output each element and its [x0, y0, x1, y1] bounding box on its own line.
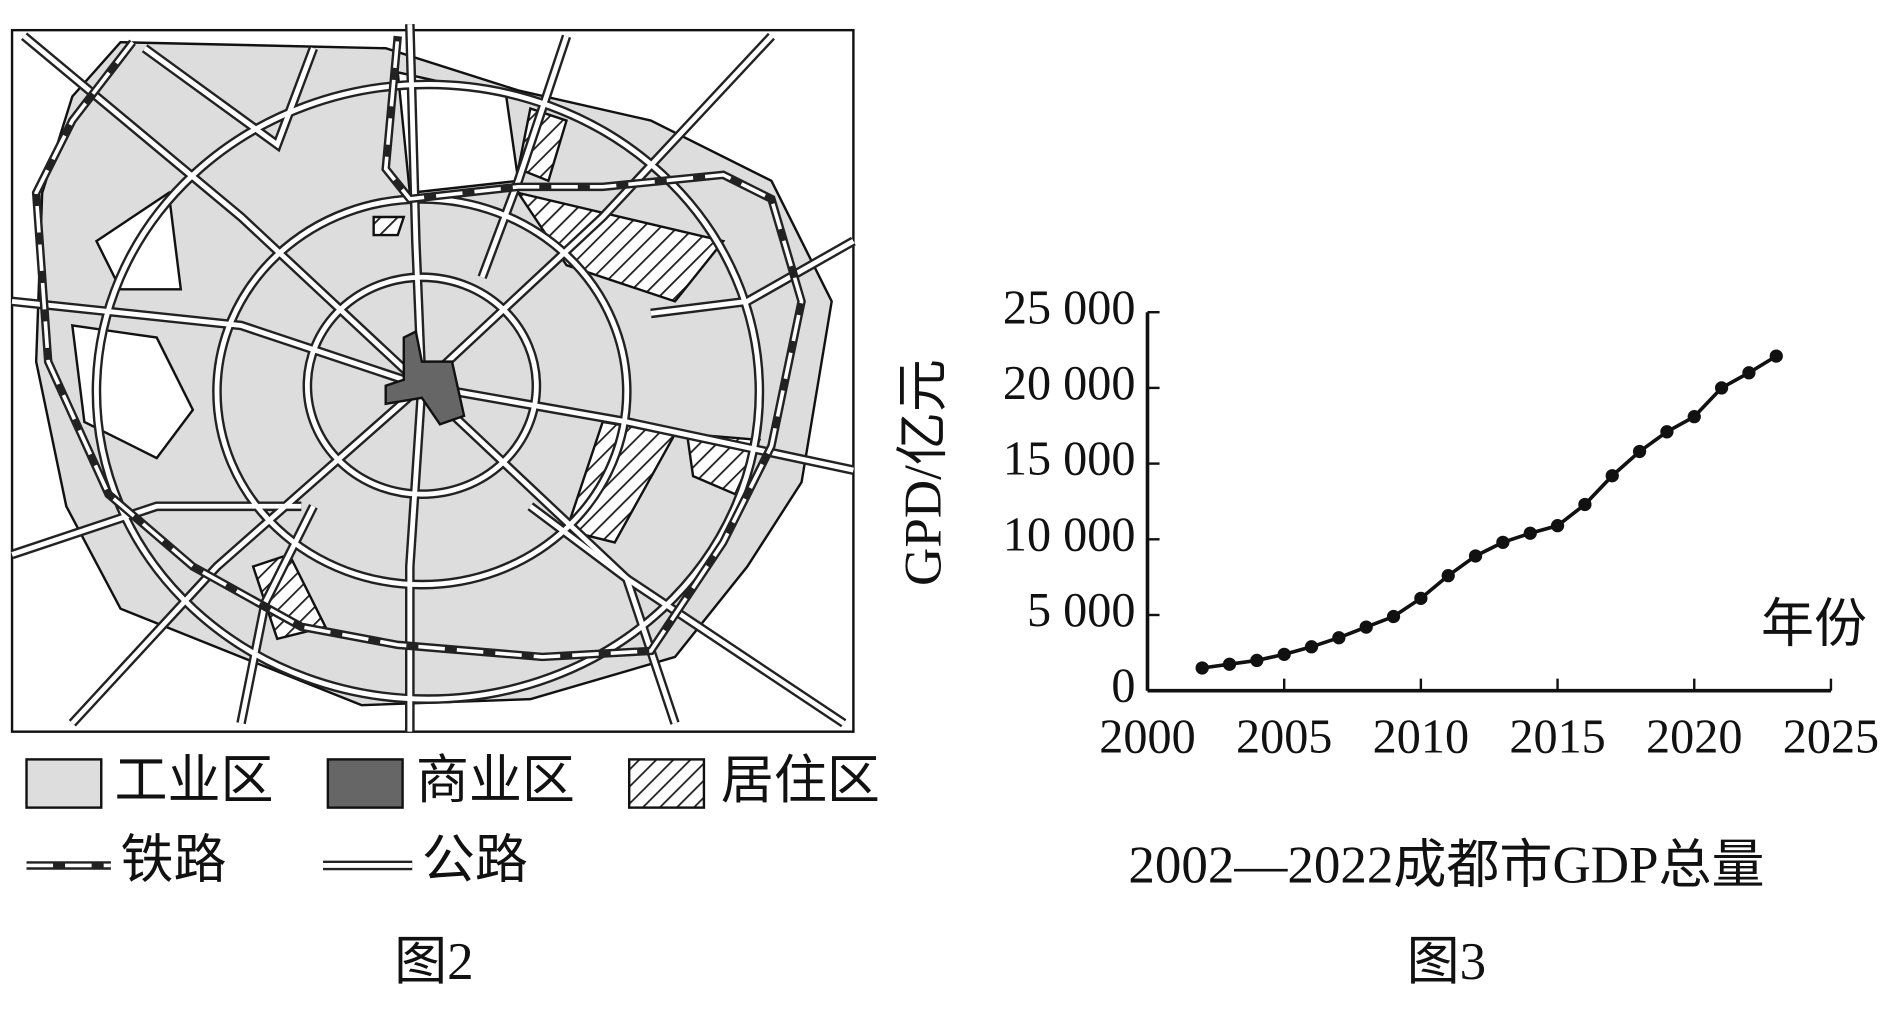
residential-area — [251, 553, 328, 641]
x-tick-label: 2025 — [1783, 710, 1879, 763]
map-caption: 图2 — [394, 933, 474, 991]
data-point — [1578, 497, 1592, 512]
x-tick-label: 2015 — [1509, 710, 1605, 763]
map — [12, 24, 853, 732]
data-point — [1550, 519, 1565, 533]
data-point — [1195, 661, 1209, 675]
railway — [34, 36, 804, 659]
data-line — [1201, 354, 1778, 670]
data-point — [1441, 569, 1455, 583]
data-point — [1660, 425, 1674, 439]
x-axis-label: 年份 — [1761, 595, 1867, 653]
x-tick-label: 2010 — [1373, 710, 1469, 763]
chart-caption: 图3 — [1407, 933, 1487, 991]
residential-area — [372, 215, 406, 237]
data-point — [1468, 549, 1483, 563]
legend-swatch — [25, 758, 103, 809]
residential-area — [516, 106, 569, 183]
data-point — [1605, 469, 1619, 483]
x-tick-label: 2005 — [1236, 710, 1332, 763]
data-point — [1222, 657, 1237, 671]
legend-label: 公路 — [422, 832, 528, 890]
data-point — [1769, 349, 1783, 363]
y-tick-label: 10 000 — [1003, 508, 1136, 561]
data-point — [1523, 526, 1537, 540]
chart-title: 2002—2022成都市GDP总量 — [1128, 836, 1764, 894]
data-point — [1714, 381, 1729, 395]
x-tick-label: 2000 — [1099, 710, 1195, 763]
data-point — [1632, 444, 1647, 459]
legend-swatch — [326, 758, 404, 809]
y-tick-label: 20 000 — [1003, 357, 1136, 410]
commercial-area — [384, 329, 466, 426]
y-tick-label: 15 000 — [1003, 433, 1136, 486]
y-tick-label: 0 — [1111, 660, 1135, 713]
legend-label: 商业区 — [416, 752, 575, 810]
x-tick-label: 2020 — [1646, 710, 1742, 763]
legend-label: 铁路 — [121, 832, 227, 890]
data-point — [1304, 640, 1319, 654]
data-point — [1414, 591, 1428, 605]
data-point — [1277, 647, 1291, 661]
data-point — [1386, 609, 1401, 624]
data-point — [1496, 535, 1510, 549]
data-point — [1359, 620, 1373, 634]
data-point — [1687, 410, 1701, 424]
y-tick-label: 25 000 — [1003, 281, 1136, 334]
legend-label: 居住区 — [721, 752, 880, 810]
data-point — [1332, 631, 1346, 645]
y-axis-label: GPD/亿元 — [894, 359, 952, 586]
legend-swatch — [627, 758, 706, 809]
legend-label: 工业区 — [115, 752, 274, 810]
data-point — [1250, 653, 1264, 668]
data-point — [1742, 366, 1756, 380]
y-tick-label: 5 000 — [1027, 584, 1135, 637]
